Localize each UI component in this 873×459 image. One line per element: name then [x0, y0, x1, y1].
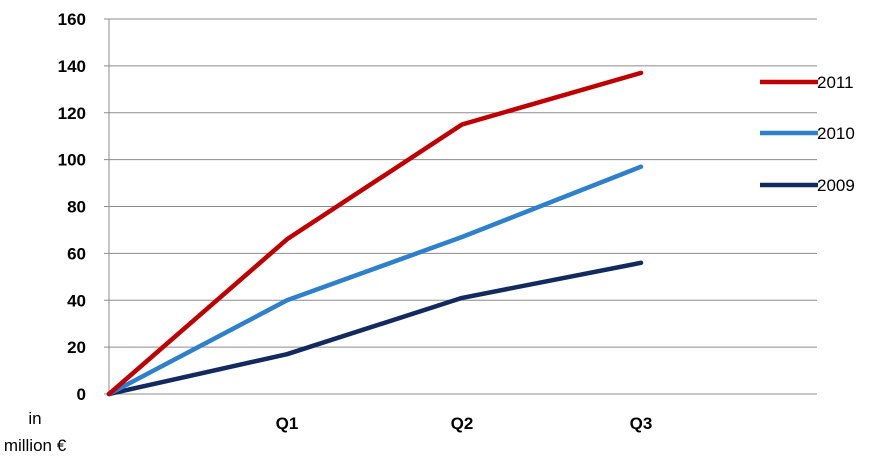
legend-label-2011: 2011 — [817, 73, 854, 92]
x-axis-ticks: Q1 Q2 Q3 — [276, 414, 653, 433]
series-lines — [106, 70, 644, 397]
series-line-2009 — [106, 260, 644, 397]
y-tick-label: 140 — [58, 57, 86, 76]
x-tick-label: Q1 — [276, 414, 299, 433]
y-tick-label: 100 — [58, 151, 86, 170]
legend-label-2009: 2009 — [817, 176, 855, 195]
y-unit-label-line1: in — [28, 409, 42, 428]
x-tick-label: Q3 — [630, 414, 653, 433]
y-tick-label: 60 — [67, 244, 86, 263]
y-tick-label: 40 — [67, 291, 86, 310]
y-tick-label: 160 — [58, 10, 86, 29]
y-unit-label-line2: million € — [3, 436, 67, 455]
y-tick-label: 120 — [58, 104, 86, 123]
x-tick-label: Q2 — [451, 414, 474, 433]
gridlines — [109, 18, 817, 348]
legend-label-2010: 2010 — [817, 124, 855, 143]
y-tick-label: 0 — [77, 385, 86, 404]
legend: 2011 2010 2009 — [760, 73, 855, 195]
series-line-2011 — [106, 70, 644, 397]
series-line-2010 — [106, 164, 644, 397]
y-axis-ticks: 0 20 40 60 80 100 120 140 160 — [58, 10, 109, 404]
y-tick-label: 20 — [67, 338, 86, 357]
y-tick-label: 80 — [67, 198, 86, 217]
